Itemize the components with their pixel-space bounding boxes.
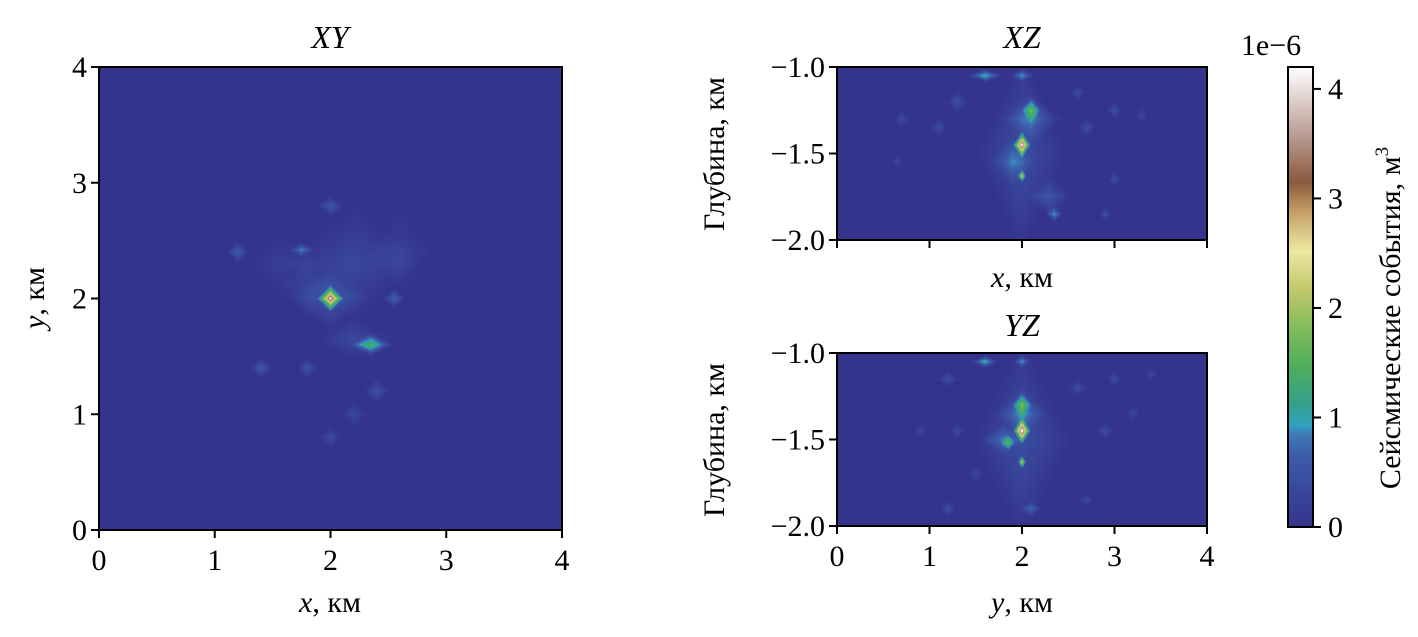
panel-yz-heatmap [837,353,1207,526]
x-tick-label: 0 [830,540,845,573]
panel-xz-heatmap-wrap [837,67,1207,240]
panel-yz-ticks: 0 1 2 3 4 −1.0 −1.5 −2.0 [771,337,1215,573]
y-tick-label: 1 [72,398,87,431]
x-tick-label: 3 [439,544,454,577]
colorbar-tick-label: 1 [1328,401,1343,434]
y-tick-label: 2 [72,283,87,316]
x-tick-label: 3 [1107,540,1122,573]
colorbar-frame [1287,66,1314,528]
panel-xz-xlabel: x, км [990,261,1053,294]
y-tick-label: 3 [72,167,87,200]
panel-yz: YZ 0 1 2 3 4 −1.0 −1.5 −2.0 y, км Глубина, км [698,307,1215,619]
colorbar-tick-label: 3 [1328,182,1343,215]
y-tick-label: −2.0 [771,510,825,543]
panel-xz-ylabel: Глубина, км [698,77,731,231]
panel-xz-heatmap [837,67,1207,240]
y-tick-label: 4 [72,51,87,84]
panel-yz-title: YZ [1004,307,1041,343]
panel-xz-ticks: −1.0 −1.5 −2.0 [771,51,1208,257]
panel-xy-ylabel: y, км [18,267,51,332]
panel-xz: XZ −1.0 −1.5 −2.0 x, км Глубина, км [698,19,1208,294]
x-tick-label: 4 [1200,540,1215,573]
y-tick-label: −1.0 [771,51,825,84]
panel-xz-title: XZ [1001,19,1042,55]
x-tick-label: 0 [92,544,107,577]
panel-xy: XY 0 1 2 3 4 0 1 2 3 4 x, км y, км [18,19,570,619]
colorbar-gradient [1288,67,1313,527]
panel-yz-xlabel: y, км [988,586,1053,619]
colorbar-tick-label: 0 [1328,511,1343,544]
panel-yz-heatmap-wrap [837,353,1207,526]
x-tick-label: 1 [207,544,222,577]
panel-xy-xlabel: x, км [298,586,361,619]
panel-xy-heatmap [99,67,562,530]
x-tick-label: 2 [1015,540,1030,573]
y-tick-label: −1.5 [771,138,825,171]
colorbar-tick-label: 2 [1328,292,1343,325]
y-tick-label: −1.5 [771,424,825,457]
colorbar-label: Сейсмические события, м3 [1372,147,1407,489]
colorbar-tick-label: 4 [1328,73,1343,106]
x-tick-label: 4 [555,544,570,577]
x-tick-label: 1 [922,540,937,573]
colorbar-ticks: 0 1 2 3 4 [1313,73,1343,544]
colorbar: 0 1 2 3 4 1e−6 Сейсмические события, м3 [1241,29,1407,544]
panel-xy-ticks: 0 1 2 3 4 0 1 2 3 4 [72,51,570,577]
panel-xy-title: XY [309,19,352,55]
x-tick-label: 2 [323,544,338,577]
panel-yz-ylabel: Глубина, км [698,363,731,517]
y-tick-label: −1.0 [771,337,825,370]
colorbar-offset-text: 1e−6 [1241,29,1301,62]
y-tick-label: −2.0 [771,224,825,257]
panel-xy-heatmap-wrap [99,67,562,530]
y-tick-label: 0 [72,514,87,547]
